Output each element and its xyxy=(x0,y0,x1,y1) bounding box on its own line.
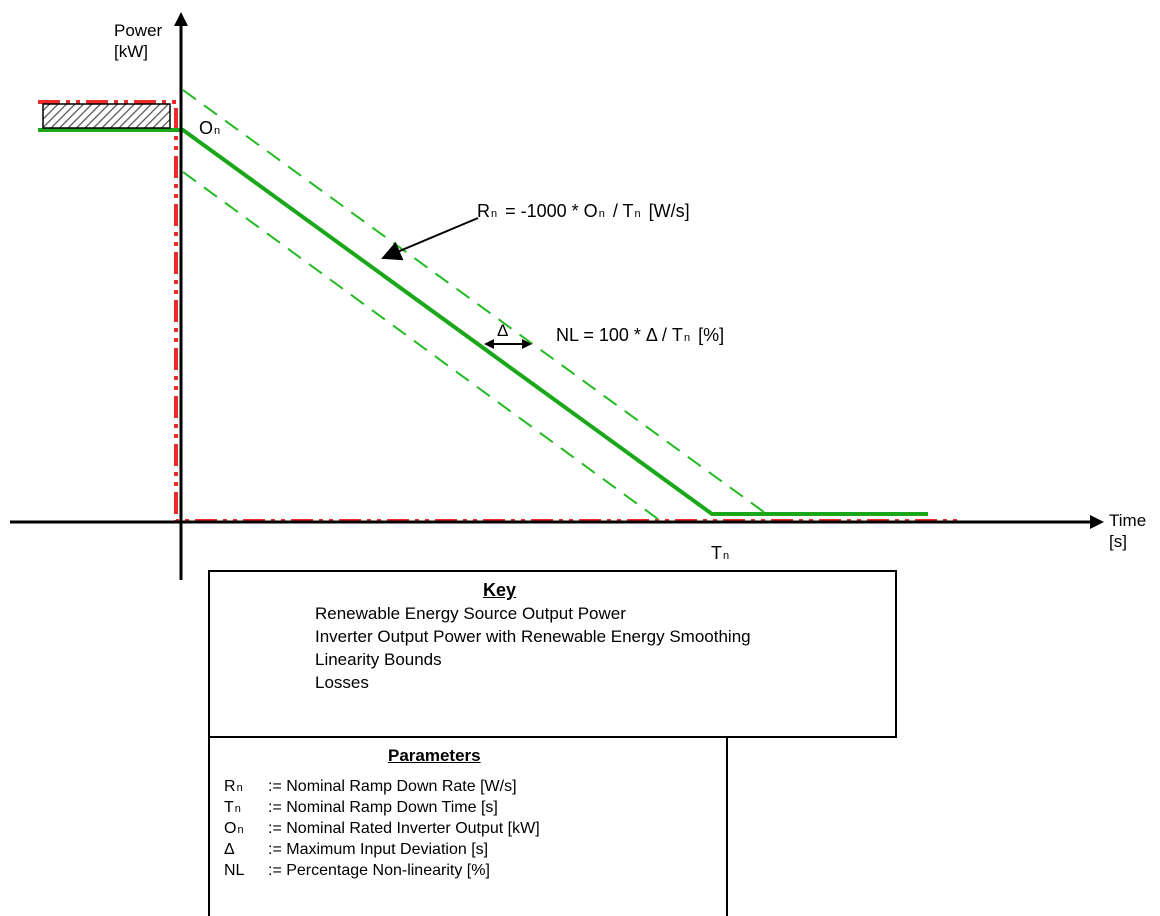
x-axis-arrowhead xyxy=(1090,515,1104,529)
key-item-inverter: Inverter Output Power with Renewable Ene… xyxy=(315,627,751,646)
linearity-bounds xyxy=(182,89,769,523)
key-title: Key xyxy=(483,580,517,600)
source-output-line xyxy=(38,100,962,523)
parameters-box: Parameters Rn := Nominal Ramp Down Rate … xyxy=(208,736,728,916)
rate-equation: Rn = -1000 * On / Tn [W/s] xyxy=(477,201,690,221)
key-box: Key Renewable Energy Source Output Power… xyxy=(208,570,897,738)
key-item-bounds: Linearity Bounds xyxy=(315,650,442,669)
on-point-label: On xyxy=(199,118,221,138)
y-axis-label: Power [kW] xyxy=(114,21,163,61)
key-item-source: Renewable Energy Source Output Power xyxy=(315,604,626,623)
tn-point-label: Tn xyxy=(711,543,730,563)
nonlinearity-equation: NL = 100 * Δ / Tn [%] xyxy=(556,325,725,345)
param-row-tn: Tn := Nominal Ramp Down Time [s] xyxy=(224,799,498,816)
inverter-output-line xyxy=(38,128,928,516)
delta-double-arrow xyxy=(484,339,532,349)
key-item-losses: Losses xyxy=(315,673,369,692)
param-row-rn: Rn := Nominal Ramp Down Rate [W/s] xyxy=(224,778,517,795)
y-axis-arrowhead xyxy=(174,12,188,26)
param-row-nl: NL := Percentage Non-linearity [%] xyxy=(224,862,490,879)
delta-symbol: Δ xyxy=(497,321,509,340)
parameters-title: Parameters xyxy=(388,746,481,765)
param-row-on: On := Nominal Rated Inverter Output [kW] xyxy=(224,820,540,837)
x-axis-label: Time [s] xyxy=(1109,511,1147,551)
rate-pointer-arrow xyxy=(381,217,479,261)
losses-hatched-box xyxy=(42,103,171,129)
param-row-delta: Δ := Maximum Input Deviation [s] xyxy=(224,841,489,858)
